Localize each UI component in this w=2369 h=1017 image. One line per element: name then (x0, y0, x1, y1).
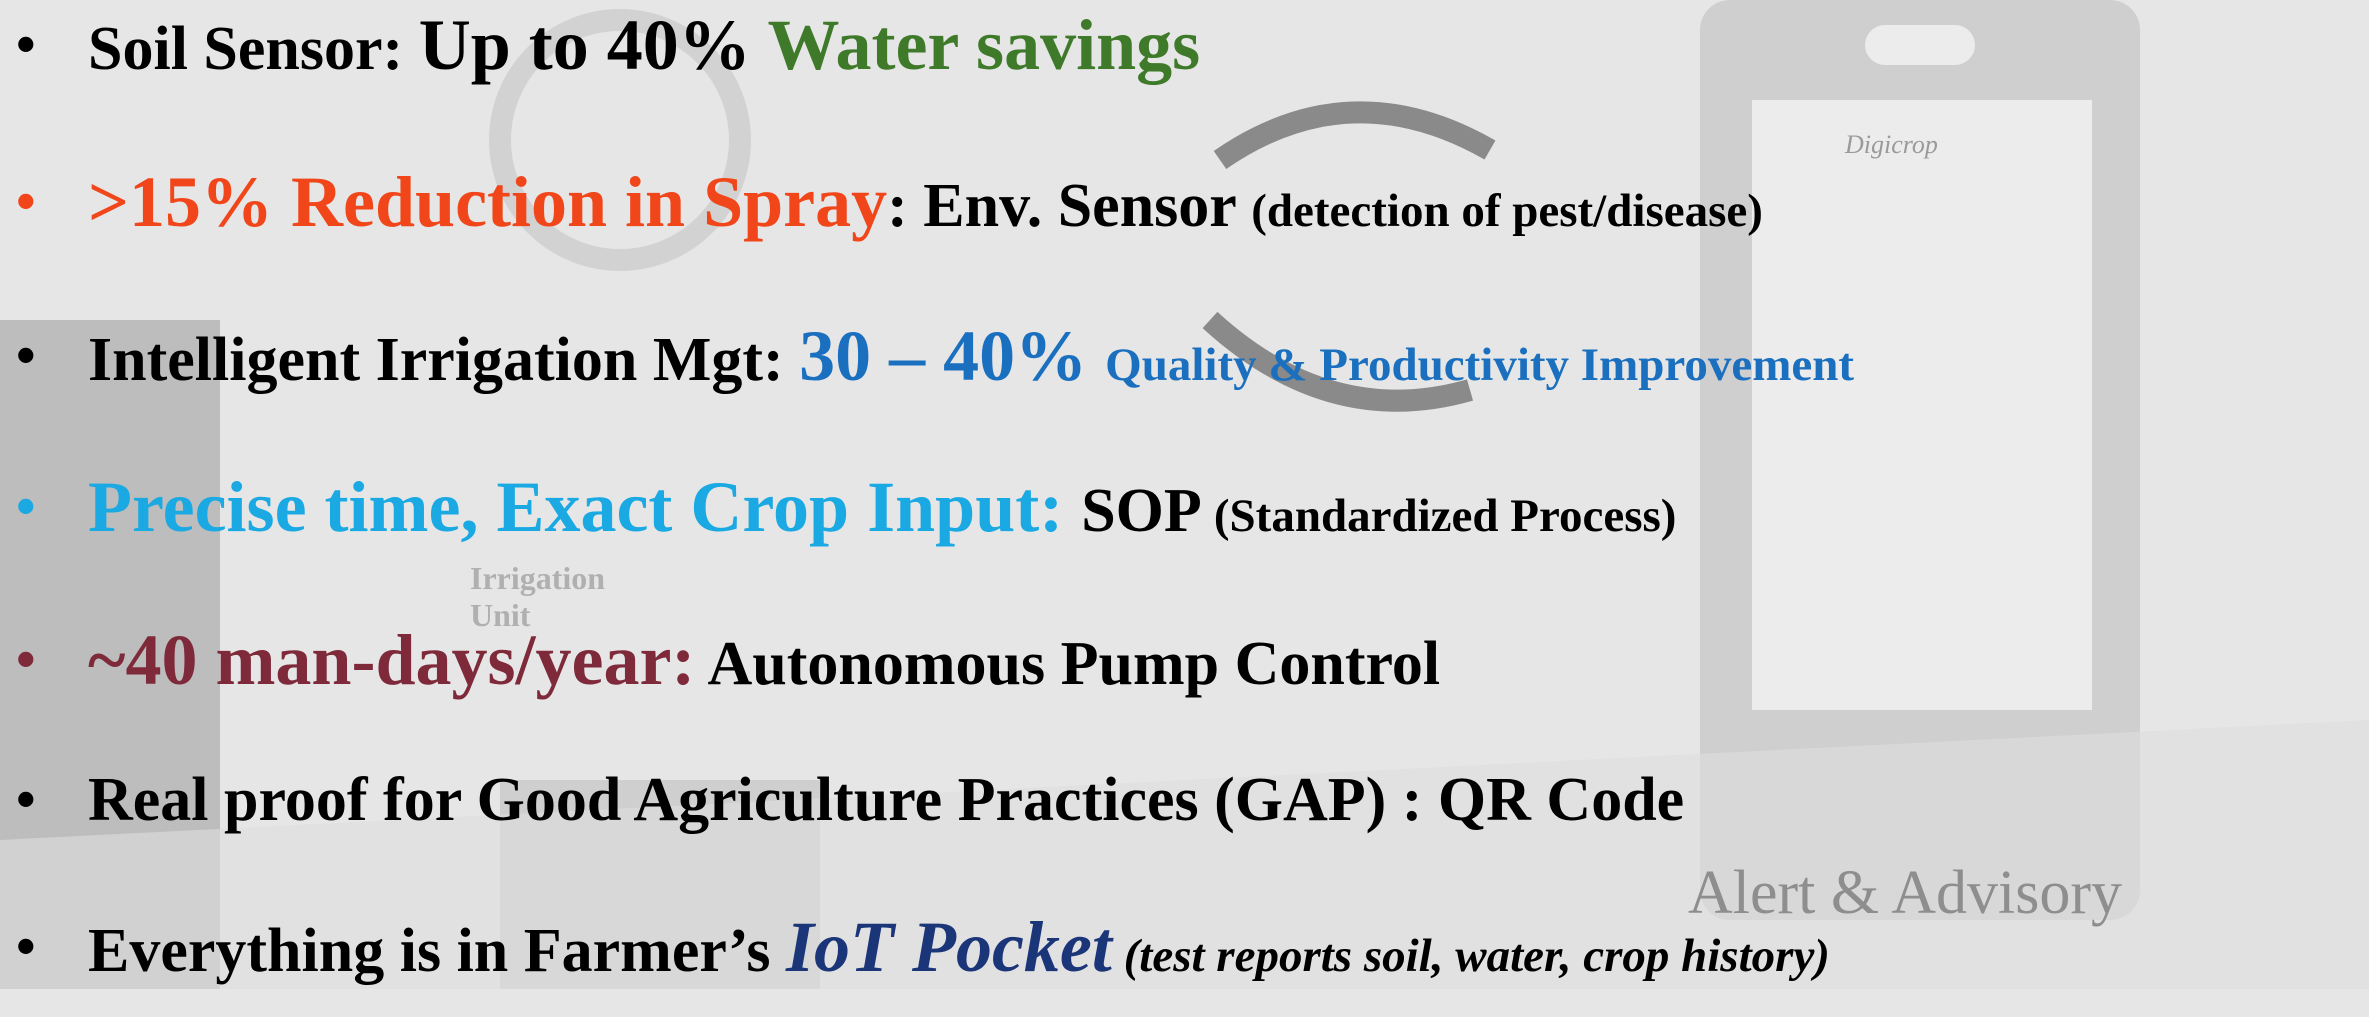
segment: (detection of pest/disease) (1251, 185, 1763, 237)
segment: IoT Pocket (786, 907, 1112, 987)
segment: Quality & Productivity Improvement (1105, 339, 1854, 391)
segment: SOP (1081, 477, 1214, 545)
segment: Up to 40% (419, 5, 768, 85)
phone-speaker (1865, 25, 1975, 65)
app-name: Digicrop (1845, 130, 1938, 160)
segment: (Standardized Process) (1214, 490, 1677, 542)
slide: Digicrop Irrigation Unit Alert & Advisor… (0, 0, 2369, 989)
segment: Everything is in Farmer’s (88, 917, 786, 985)
segment: ~40 man-days/year: (88, 620, 695, 700)
segment: Soil Sensor: (88, 15, 419, 83)
segment: : Env. Sensor (887, 172, 1251, 240)
segment: (test reports soil, water, crop history) (1112, 930, 1830, 982)
segment: Autonomous Pump Control (695, 630, 1440, 698)
segment: Intelligent Irrigation Mgt: (88, 326, 799, 394)
segment: >15% Reduction in Spray (88, 162, 887, 242)
segment: 30 – 40% (799, 316, 1105, 396)
segment: Real proof for Good Agriculture Practice… (88, 766, 1684, 834)
segment: Precise time, Exact Crop Input: (88, 467, 1081, 547)
segment: Water savings (767, 5, 1200, 85)
